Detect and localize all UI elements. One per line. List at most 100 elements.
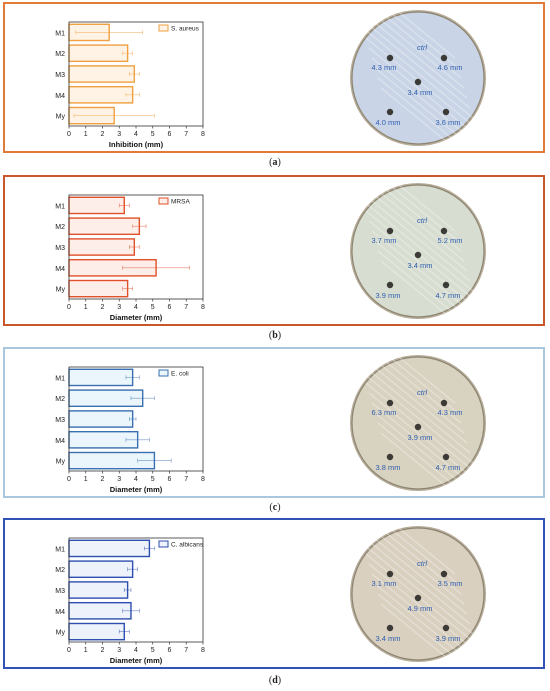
bar-M3 bbox=[68, 410, 134, 428]
x-tick-label: 2 bbox=[101, 476, 105, 483]
panel-letter: c bbox=[272, 502, 278, 513]
ctrl-marker-label: ctrl bbox=[417, 559, 427, 568]
x-tick-label: 7 bbox=[184, 131, 188, 138]
error-bar-M2 bbox=[127, 567, 138, 572]
panel-letter: b bbox=[272, 330, 278, 341]
legend-label: C. albicans bbox=[171, 542, 204, 549]
zone-measurement-label: 4.3 mm bbox=[437, 408, 462, 417]
bar-chart-b: M1 M2 M3 M4 My 0 1 2 3 4 5 6 7 8 Diameter (mm) MRSA bbox=[55, 194, 205, 322]
x-tick-label: 8 bbox=[201, 131, 205, 138]
zone-measurement-label: 3.9 mm bbox=[375, 291, 400, 300]
petri-dish-image: 4.3 mm 4.6 mm 3.4 mm 4.0 mm 3.6 mm ctrl bbox=[350, 8, 486, 148]
bar-chart-d: M1 M2 M3 M4 My 0 1 2 3 4 5 6 7 8 Diameter (mm) C. albic… bbox=[55, 537, 205, 665]
x-axis-label: Diameter (mm) bbox=[110, 485, 163, 494]
x-tick-label: 3 bbox=[117, 304, 121, 311]
category-label-M1: M1 bbox=[55, 30, 65, 37]
zone-measurement-label: 3.9 mm bbox=[407, 433, 432, 442]
bar-M4 bbox=[68, 601, 132, 620]
dish-well bbox=[386, 108, 394, 116]
dish-well bbox=[414, 594, 422, 602]
x-tick-label: 0 bbox=[67, 304, 71, 311]
x-tick-label: 2 bbox=[101, 131, 105, 138]
bar-My bbox=[68, 622, 125, 641]
x-tick-label: 7 bbox=[184, 476, 188, 483]
category-label-M3: M3 bbox=[55, 245, 65, 252]
category-label-M2: M2 bbox=[55, 567, 65, 574]
error-bar-M1 bbox=[75, 30, 143, 35]
zone-measurement-label: 3.8 mm bbox=[375, 463, 400, 472]
panel-letter: d bbox=[272, 675, 278, 686]
category-label-M3: M3 bbox=[55, 72, 65, 79]
dish-well bbox=[442, 281, 450, 289]
x-tick-label: 6 bbox=[168, 647, 172, 654]
category-label-M2: M2 bbox=[55, 51, 65, 58]
dish-well bbox=[386, 281, 394, 289]
error-bar-My bbox=[137, 458, 172, 463]
panel-caption-b: (b) bbox=[268, 330, 282, 341]
dish-well bbox=[440, 570, 448, 578]
zone-measurement-label: 3.9 mm bbox=[435, 634, 460, 643]
zone-measurement-label: 4.7 mm bbox=[435, 463, 460, 472]
category-label-M4: M4 bbox=[55, 438, 65, 445]
dish-well bbox=[442, 624, 450, 632]
bar-chart-a: M1 M2 M3 M4 My 0 1 2 3 4 5 6 7 8 Inhibition (mm) S. aur… bbox=[55, 21, 205, 149]
x-tick-label: 8 bbox=[201, 476, 205, 483]
zone-measurement-label: 3.4 mm bbox=[375, 634, 400, 643]
error-bar-M2 bbox=[132, 224, 147, 229]
dish-well bbox=[442, 108, 450, 116]
dish-well bbox=[386, 399, 394, 407]
error-bar-My bbox=[122, 286, 133, 291]
panel-a: M1 M2 M3 M4 My 0 1 2 3 4 5 6 7 8 Inhibition (mm) S. aur… bbox=[3, 2, 545, 153]
zone-measurement-label: 3.4 mm bbox=[407, 88, 432, 97]
dish-well bbox=[386, 570, 394, 578]
legend: S. aureus bbox=[158, 24, 200, 33]
x-tick-label: 5 bbox=[151, 131, 155, 138]
error-bar-M1 bbox=[118, 203, 130, 208]
panel-caption-d: (d) bbox=[268, 675, 282, 686]
legend: E. coli bbox=[158, 369, 189, 378]
category-label-My: My bbox=[56, 630, 66, 637]
category-label-M3: M3 bbox=[55, 588, 65, 595]
dish-well bbox=[386, 54, 394, 62]
bar-M3 bbox=[68, 581, 129, 599]
zone-measurement-label: 4.6 mm bbox=[437, 63, 462, 72]
x-tick-label: 4 bbox=[134, 647, 138, 654]
category-label-M4: M4 bbox=[55, 609, 65, 616]
dish-well bbox=[414, 423, 422, 431]
zone-measurement-label: 4.7 mm bbox=[435, 291, 460, 300]
bar-M1 bbox=[68, 368, 134, 387]
x-tick-label: 1 bbox=[84, 131, 88, 138]
x-tick-label: 3 bbox=[117, 131, 121, 138]
bar-M3 bbox=[68, 65, 136, 83]
petri-dish-image: 3.1 mm 3.5 mm 4.9 mm 3.4 mm 3.9 mm ctrl bbox=[350, 524, 486, 664]
x-axis-label: Diameter (mm) bbox=[110, 313, 163, 322]
x-tick-label: 8 bbox=[201, 304, 205, 311]
bar-M1 bbox=[68, 196, 125, 215]
zone-measurement-label: 3.7 mm bbox=[371, 236, 396, 245]
legend: MRSA bbox=[158, 197, 190, 206]
panel-caption-c: (c) bbox=[269, 502, 281, 513]
x-tick-label: 7 bbox=[184, 647, 188, 654]
error-bar-M3 bbox=[129, 245, 140, 249]
category-label-M3: M3 bbox=[55, 417, 65, 424]
x-tick-label: 5 bbox=[151, 476, 155, 483]
zone-measurement-label: 6.3 mm bbox=[371, 408, 396, 417]
error-bar-M4 bbox=[122, 265, 190, 270]
panel-b: M1 M2 M3 M4 My 0 1 2 3 4 5 6 7 8 Diameter (mm) MRSA 3.7 … bbox=[3, 175, 545, 326]
panel-c: M1 M2 M3 M4 My 0 1 2 3 4 5 6 7 8 Diameter (mm) E. coli 6… bbox=[3, 347, 545, 498]
zone-measurement-label: 4.9 mm bbox=[407, 604, 432, 613]
zone-measurement-label: 3.5 mm bbox=[437, 579, 462, 588]
x-tick-label: 3 bbox=[117, 647, 121, 654]
dish-well bbox=[386, 227, 394, 235]
error-bar-M3 bbox=[129, 72, 140, 76]
error-bar-M2 bbox=[130, 396, 155, 401]
bar-M2 bbox=[68, 44, 129, 63]
bar-M3 bbox=[68, 238, 136, 256]
zone-measurement-label: 4.3 mm bbox=[371, 63, 396, 72]
legend: C. albicans bbox=[158, 540, 204, 549]
category-label-M2: M2 bbox=[55, 224, 65, 231]
error-bar-M2 bbox=[122, 51, 133, 56]
error-bar-M1 bbox=[144, 546, 155, 551]
error-bar-My bbox=[73, 113, 155, 118]
bar-M2 bbox=[68, 217, 141, 236]
